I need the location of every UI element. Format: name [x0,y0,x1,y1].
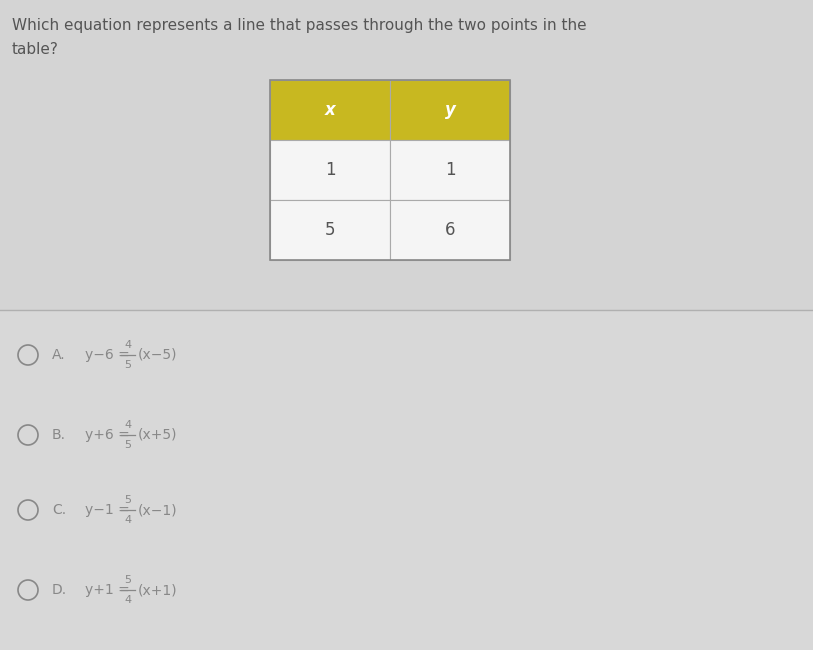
Text: 4: 4 [124,340,132,350]
Text: B.: B. [52,428,66,442]
Bar [270,80,390,140]
Text: (x−5): (x−5) [138,348,177,362]
Text: 6: 6 [445,221,455,239]
Text: 4: 4 [124,595,132,605]
Text: 5: 5 [324,221,335,239]
Text: 1: 1 [324,161,335,179]
Bar [0,310,813,650]
Bar [270,140,390,200]
Text: 5: 5 [124,440,132,450]
Text: y−6 =: y−6 = [85,348,134,362]
Text: y+1 =: y+1 = [85,583,134,597]
Text: C.: C. [52,503,66,517]
Bar [390,140,510,200]
Text: A.: A. [52,348,66,362]
Bar [390,80,510,140]
Bar [0,0,813,310]
Text: (x−1): (x−1) [138,503,177,517]
Bar [270,200,390,260]
Text: 4: 4 [124,420,132,430]
Text: y−1 =: y−1 = [85,503,134,517]
Text: D.: D. [52,583,67,597]
Text: x: x [324,101,336,119]
Bar [390,200,510,260]
Text: (x+1): (x+1) [138,583,177,597]
Text: 5: 5 [124,575,132,585]
Text: table?: table? [12,42,59,57]
Text: y: y [445,101,455,119]
Text: Which equation represents a line that passes through the two points in the: Which equation represents a line that pa… [12,18,587,33]
Text: (x+5): (x+5) [138,428,177,442]
Text: 5: 5 [124,360,132,370]
Text: y+6 =: y+6 = [85,428,134,442]
Bar [270,80,510,260]
Text: 1: 1 [445,161,455,179]
Text: 4: 4 [124,515,132,525]
Text: 5: 5 [124,495,132,505]
